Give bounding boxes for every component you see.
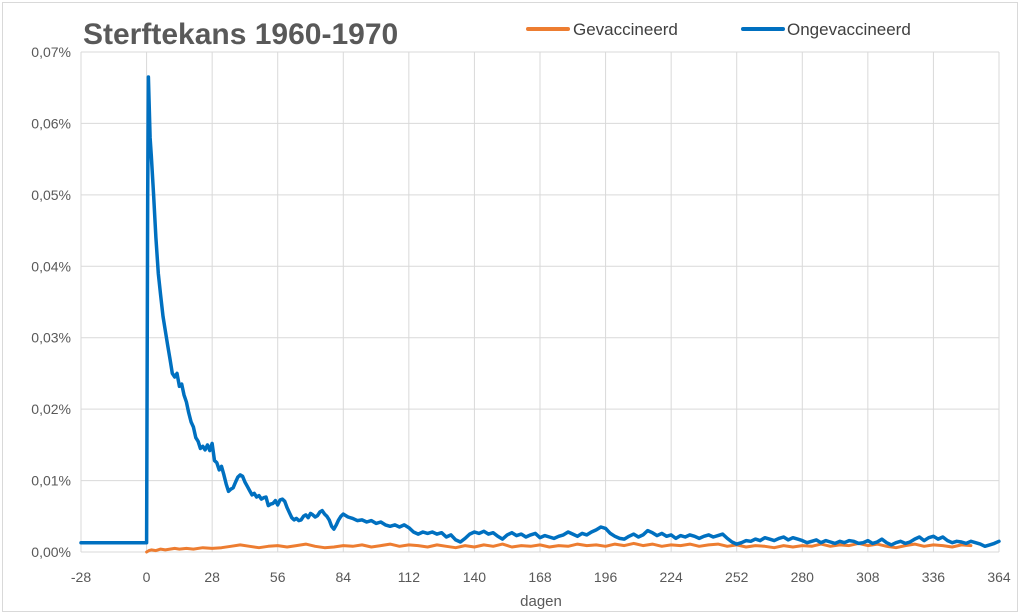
x-tick-label: 168: [528, 569, 552, 585]
legend: Gevaccineerd Ongevaccineerd: [526, 20, 911, 39]
legend-label-gevaccineerd: Gevaccineerd: [573, 20, 678, 39]
x-tick-label: 252: [725, 569, 749, 585]
line-chart: 0,00% 0,01% 0,02% 0,03% 0,04% 0,05% 0,06% 0,07%…: [31, 18, 1011, 610]
y-tick-label: 0,00%: [31, 544, 71, 560]
x-tick-label: 56: [270, 569, 286, 585]
y-tick-label: 0,02%: [31, 401, 71, 417]
x-tick-label: 280: [791, 569, 815, 585]
y-tick-label: 0,07%: [31, 44, 71, 60]
x-tick-label: 196: [594, 569, 618, 585]
y-tick-label: 0,04%: [31, 258, 71, 274]
legend-label-ongevaccineerd: Ongevaccineerd: [787, 20, 911, 39]
x-axis-tick-labels: -28 0 28 56 84 112 140 168 196 224 252 280 308 336 364: [71, 569, 1011, 585]
y-tick-label: 0,06%: [31, 115, 71, 131]
y-tick-label: 0,05%: [31, 187, 71, 203]
series-lines: [79, 75, 1001, 554]
y-axis-tick-labels: 0,00% 0,01% 0,02% 0,03% 0,04% 0,05% 0,06% 0,07%: [31, 44, 71, 560]
x-tick-label: 364: [987, 569, 1011, 585]
y-tick-label: 0,03%: [31, 330, 71, 346]
x-tick-label: 112: [398, 569, 421, 585]
series-line-ongevaccineerd: [79, 75, 1001, 549]
x-tick-label: 28: [204, 569, 220, 585]
x-tick-label: 308: [856, 569, 880, 585]
x-axis-label: dagen: [520, 593, 562, 610]
x-tick-label: 224: [659, 569, 683, 585]
y-tick-label: 0,01%: [31, 473, 71, 489]
x-tick-label: -28: [71, 569, 91, 585]
gridlines: [80, 51, 1000, 553]
series-line-gevaccineerd: [145, 541, 973, 554]
x-tick-label: 84: [335, 569, 351, 585]
x-tick-label: 0: [143, 569, 151, 585]
chart-title: Sterftekans 1960-1970: [83, 18, 398, 51]
x-tick-label: 140: [463, 569, 487, 585]
x-tick-label: 336: [922, 569, 946, 585]
